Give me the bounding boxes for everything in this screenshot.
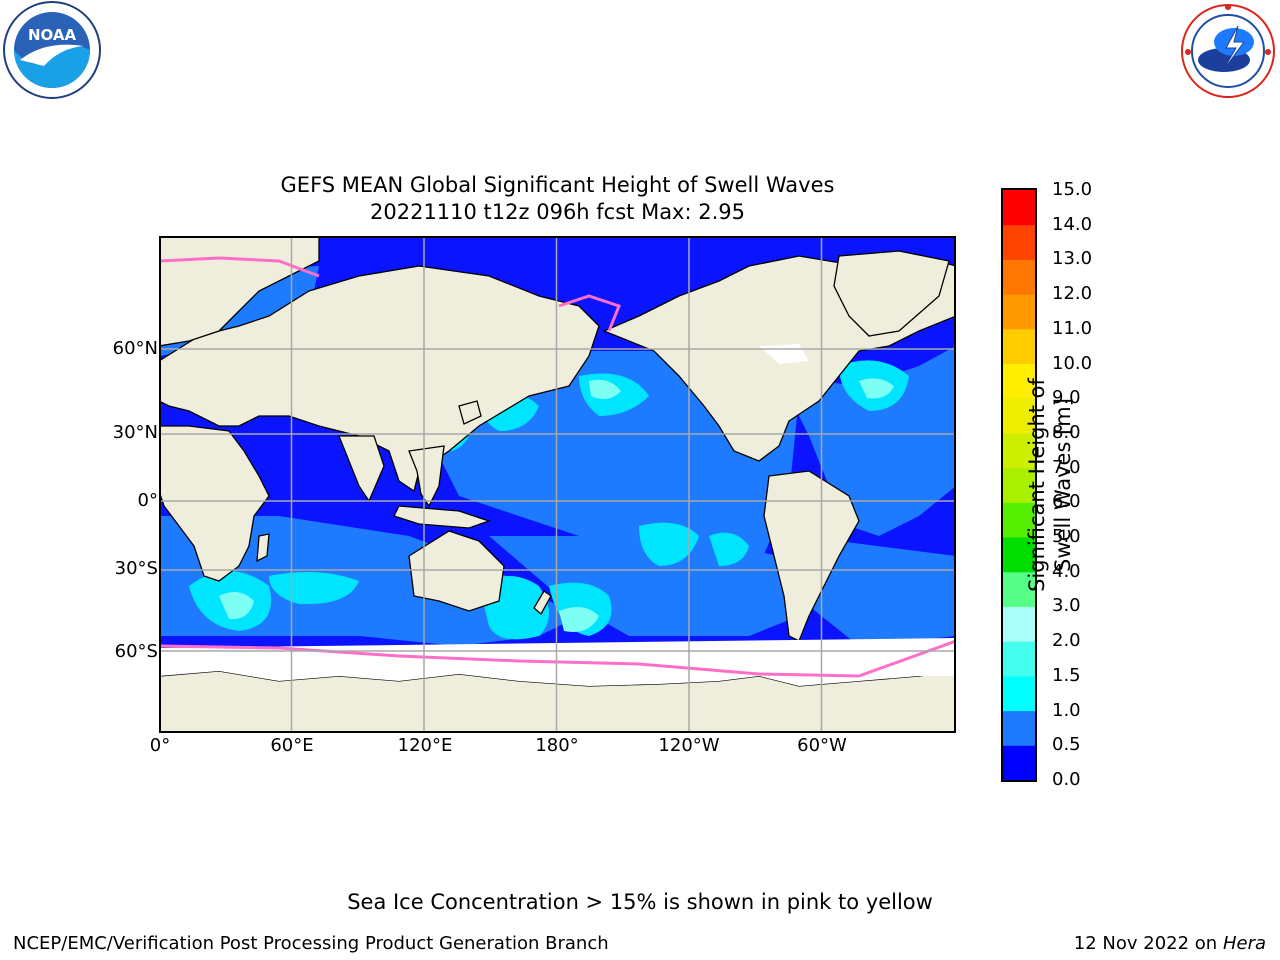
sea-ice-edge [160, 256, 955, 678]
colorbar-segment [1003, 190, 1035, 226]
lon-label-60e: 60°E [270, 735, 314, 756]
africa [160, 425, 270, 582]
lat-label-60n: 60°N [112, 338, 158, 359]
colorbar-tick-label: 1.5 [1052, 664, 1081, 686]
lat-label-60s: 60°S [114, 641, 158, 662]
colorbar-tick-label: 5.0 [1052, 526, 1081, 548]
date-stamp: 12 Nov 2022 on Hera [1074, 933, 1266, 954]
colorbar-tick-label: 2.0 [1052, 630, 1081, 652]
greenland [833, 250, 950, 337]
credit-line: NCEP/EMC/Verification Post Processing Pr… [13, 933, 609, 954]
new-zealand [533, 590, 552, 616]
colorbar-tick-label: 8.0 [1052, 421, 1081, 443]
colorbar-segment [1003, 502, 1035, 538]
lon-label-180: 180° [535, 735, 579, 756]
colorbar-segment [1003, 328, 1035, 365]
lon-label-120e: 120°E [397, 735, 453, 756]
map-panel [159, 236, 956, 733]
colorbar-segment [1003, 675, 1035, 712]
colorbar-segment [1003, 641, 1035, 677]
colorbar-tick-label: 3.0 [1052, 595, 1081, 617]
stamp-date: 12 Nov 2022 on [1073, 933, 1218, 954]
colorbar-segment [1003, 745, 1035, 781]
colorbar-segment [1003, 294, 1035, 330]
colorbar-segment [1003, 363, 1035, 399]
colorbar-segment [1003, 606, 1035, 642]
lat-label-30s: 30°S [114, 558, 158, 579]
colorbar-tick-label: 12.0 [1052, 283, 1093, 305]
colorbar-tick-label: 0.5 [1052, 734, 1081, 756]
lon-label-120w: 120°W [658, 735, 720, 756]
lat-label-30n: 30°N [112, 422, 158, 443]
colorbar-segment [1003, 710, 1035, 746]
chart-title: GEFS MEAN Global Significant Height of S… [280, 173, 835, 197]
japan [458, 400, 482, 425]
colorbar-tick-label: 11.0 [1052, 317, 1093, 339]
colorbar-segment [1003, 571, 1035, 607]
colorbar-tick-label: 13.0 [1052, 248, 1093, 270]
colorbar-tick-label: 0.0 [1052, 769, 1081, 790]
colorbar-segment [1003, 467, 1035, 503]
australia [408, 530, 505, 612]
colorbar [1001, 188, 1037, 782]
colorbar-tick-label: 4.0 [1052, 560, 1081, 582]
noaa-logo: NOAA [3, 1, 101, 99]
indonesia [393, 505, 492, 529]
colorbar-segment [1003, 224, 1035, 260]
colorbar-tick-label: 15.0 [1052, 179, 1093, 200]
madagascar [256, 533, 270, 563]
colorbar-segment [1003, 537, 1035, 573]
colorbar-tick-label: 6.0 [1052, 491, 1081, 513]
lon-label-0: 0° [149, 735, 171, 756]
colorbar-tick-label: 14.0 [1052, 213, 1093, 235]
sea-ice-note: Sea Ice Concentration > 15% is shown in … [347, 890, 933, 914]
colorbar-tick-label: 9.0 [1052, 387, 1081, 409]
colorbar-segment [1003, 432, 1035, 469]
graticule [160, 237, 955, 732]
eurasia [160, 265, 600, 493]
colorbar-tick-label: 7.0 [1052, 456, 1081, 478]
colorbar-tick-label: 10.0 [1052, 352, 1093, 374]
noaa-logo-text: NOAA [28, 26, 77, 44]
colorbar-tick-label: 1.0 [1052, 699, 1081, 721]
southeast-asia [408, 445, 445, 508]
colorbar-segment [1003, 259, 1035, 295]
europe [160, 237, 320, 347]
colorbar-segment [1003, 398, 1035, 434]
nws-logo [1181, 4, 1275, 98]
chart-subtitle: 20221110 t12z 096h fcst Max: 2.95 [370, 200, 745, 224]
colorbar-title: Significant Height of Swell Waves [m] [1025, 378, 1075, 592]
stamp-host: Hera [1222, 933, 1266, 954]
lon-label-60w: 60°W [797, 735, 847, 756]
south-america [763, 470, 860, 642]
lat-label-0: 0° [137, 490, 158, 511]
swell-band-1-5-2-0 [219, 378, 894, 632]
